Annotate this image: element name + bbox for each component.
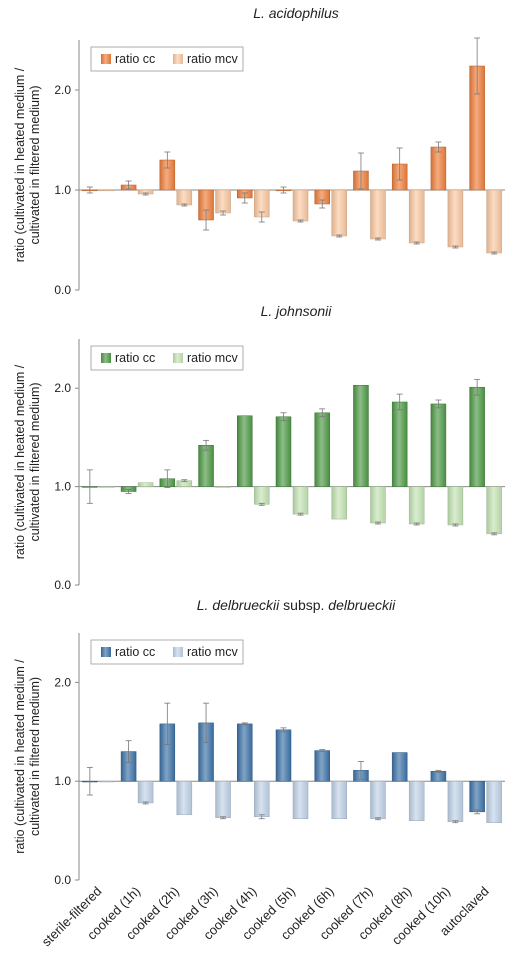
panel-title: L. delbrueckii subsp. delbrueckii: [197, 597, 396, 613]
legend-label-mcv: ratio mcv: [187, 52, 238, 66]
bar-mcv-10: [486, 486, 502, 535]
y-tick-label: 1.0: [54, 183, 71, 197]
legend-box: [90, 639, 244, 665]
legend-swatch-mcv: [173, 647, 183, 657]
bar-mcv-10: [486, 780, 502, 823]
bar-mcv-6: [331, 780, 347, 819]
legend-label-mcv: ratio mcv: [187, 645, 238, 659]
y-tick-label: 2.0: [54, 83, 71, 97]
y-tick-label: 1.0: [54, 774, 71, 788]
bar-cc-8: [391, 752, 408, 782]
y-tick-label: 2.0: [54, 675, 71, 689]
legend-label-cc: ratio cc: [115, 351, 155, 365]
bar-mcv-3: [215, 780, 231, 819]
y-axis-label: ratio (cultivated in heated medium /cult…: [13, 659, 42, 854]
bar-mcv-6: [331, 189, 347, 237]
bar-cc-7: [353, 384, 369, 487]
bar-mcv-8: [408, 189, 425, 244]
panel-title: L. acidophilus: [253, 5, 339, 21]
bar-mcv-9: [447, 189, 464, 248]
legend-swatch-cc: [101, 54, 111, 64]
bar-mcv-4: [254, 780, 270, 818]
legend-swatch-cc: [101, 353, 111, 363]
legend-box: [90, 345, 244, 371]
y-tick-label: 0.0: [54, 873, 71, 887]
bar-cc-9: [430, 403, 447, 487]
panel-1: L. acidophilus 0.0 1.0 2.0 ratio (cultivated…: [13, 5, 505, 297]
bar-cc-9: [430, 146, 447, 191]
bar-mcv-6: [331, 486, 347, 520]
bar-cc-6: [314, 412, 330, 487]
panel-3: L. delbrueckii subsp. delbrueckii 0.0 1.0 2…: [13, 597, 505, 887]
bar-cc-9: [430, 771, 447, 782]
bar-mcv-9: [447, 780, 464, 822]
bar-mcv-7: [370, 189, 386, 240]
bar-mcv-2: [176, 189, 193, 206]
bar-mcv-3: [215, 189, 231, 214]
legend-swatch-cc: [101, 647, 111, 657]
bar-mcv-1: [137, 482, 154, 487]
bar-mcv-3: [215, 486, 231, 488]
y-tick-label: 0.0: [54, 578, 71, 592]
y-tick-label: 2.0: [54, 381, 71, 395]
bar-cc-4: [237, 415, 253, 487]
bar-mcv-0: [99, 486, 115, 488]
y-tick-label: 0.0: [54, 283, 71, 297]
bar-mcv-7: [370, 780, 386, 819]
bar-cc-5: [275, 729, 292, 782]
bar-mcv-0: [99, 780, 115, 783]
bar-mcv-9: [447, 486, 464, 526]
bar-mcv-8: [408, 780, 425, 821]
bar-mcv-4: [254, 486, 270, 505]
bar-mcv-8: [408, 486, 425, 525]
bar-mcv-7: [370, 486, 386, 524]
bar-mcv-1: [137, 780, 154, 804]
bar-cc-5: [275, 416, 292, 487]
legend-label-mcv: ratio mcv: [187, 351, 238, 365]
legend-box: [90, 46, 244, 72]
bar-cc-8: [391, 401, 408, 487]
y-axis-label: ratio (cultivated in heated medium /cult…: [13, 67, 42, 262]
legend-label-cc: ratio cc: [115, 645, 155, 659]
y-axis-label: ratio (cultivated in heated medium /cult…: [13, 364, 42, 559]
bar-cc-6: [314, 750, 330, 782]
panel-title: L. johnsonii: [261, 303, 333, 319]
legend-label-cc: ratio cc: [115, 52, 155, 66]
bar-mcv-10: [486, 189, 502, 254]
bar-mcv-5: [292, 189, 309, 222]
bar-mcv-5: [292, 780, 309, 819]
legend-swatch-mcv: [173, 54, 183, 64]
panel-2: L. johnsonii 0.0 1.0 2.0 ratio (cultivated i…: [13, 303, 505, 592]
bar-cc-4: [237, 723, 253, 782]
bar-mcv-2: [176, 780, 193, 816]
y-tick-label: 1.0: [54, 480, 71, 494]
legend-swatch-mcv: [173, 353, 183, 363]
bar-cc-10: [469, 386, 485, 487]
bar-cc-3: [198, 445, 214, 487]
bar-cc-10: [469, 780, 485, 813]
bar-mcv-0: [99, 189, 115, 192]
bar-mcv-5: [292, 486, 309, 515]
